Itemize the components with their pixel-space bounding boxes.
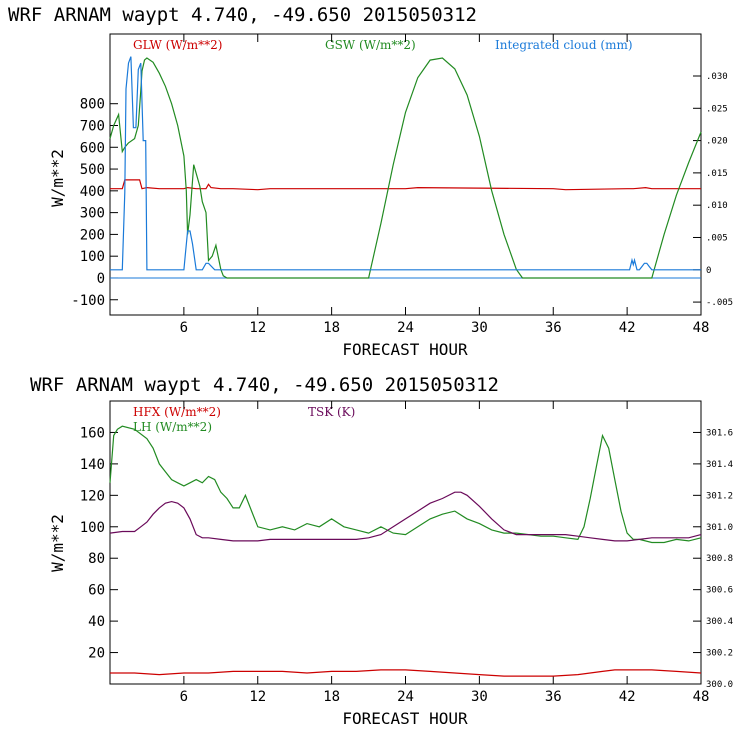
bottom-y2-tick-label: 300.8 — [706, 554, 733, 564]
bottom-y-tick-label: 160 — [80, 425, 105, 441]
bottom-y-tick-label: 100 — [80, 520, 105, 536]
top-y2-tick-label: .020 — [706, 137, 728, 147]
bottom-y2-tick-label: 301.0 — [706, 523, 733, 533]
bottom-x-tick-label: 12 — [249, 689, 266, 705]
top-x-tick-label: 36 — [545, 320, 562, 336]
top-x-tick-label: 6 — [180, 320, 188, 336]
top-y-tick-label: 400 — [80, 184, 105, 200]
bottom-legend-lh: LH (W/m**2) — [133, 420, 212, 434]
bottom-y2-tick-label: 301.4 — [706, 460, 733, 470]
bottom-x-tick-label: 30 — [471, 689, 488, 705]
top-y-tick-label: 0 — [97, 271, 105, 287]
top-y-axis-label: W/m**2 — [48, 149, 67, 207]
top-y-tick-label: 100 — [80, 249, 105, 265]
top-y2-tick-label: 0 — [706, 266, 711, 276]
bottom-y2-tick-label: 300.4 — [706, 617, 733, 627]
bottom-y2-tick-label: 300.0 — [706, 680, 733, 690]
top-series-gsw-line — [109, 57, 702, 279]
top-y-tick-label: 700 — [80, 118, 105, 134]
bottom-y2-tick-label: 300.2 — [706, 649, 733, 659]
top-series-glw-line — [110, 179, 701, 191]
top-y2-tick-label: .030 — [706, 72, 728, 82]
top-y-tick-label: -100 — [71, 293, 105, 309]
top-series-integrated-line — [110, 56, 701, 271]
bottom-y-tick-label: 80 — [88, 551, 105, 567]
top-legend-cloud: Integrated cloud (mm) — [495, 38, 633, 52]
bottom-x-tick-label: 24 — [397, 689, 414, 705]
bottom-y2-tick-label: 301.6 — [706, 428, 733, 438]
bottom-y2-tick-label: 300.6 — [706, 586, 733, 596]
top-y2-tick-label: -.005 — [706, 298, 733, 308]
top-plot-frame — [109, 33, 702, 316]
bottom-x-tick-label: 36 — [545, 689, 562, 705]
bottom-plot-frame — [109, 400, 702, 685]
top-legend-gsw: GSW (W/m**2) — [325, 38, 416, 52]
top-x-tick-label: 30 — [471, 320, 488, 336]
bottom-x-tick-label: 18 — [323, 689, 340, 705]
top-y-tick-label: 800 — [80, 97, 105, 113]
top-y2-tick-label: .010 — [706, 201, 728, 211]
bottom-y-tick-label: 40 — [88, 614, 105, 630]
bottom-y-tick-label: 60 — [88, 583, 105, 599]
bottom-legend-hfx: HFX (W/m**2) — [133, 405, 221, 419]
bottom-y-tick-label: 20 — [88, 646, 105, 662]
top-y2-tick-label: .015 — [706, 169, 728, 179]
top-x-tick-label: 12 — [249, 320, 266, 336]
top-x-tick-label: 18 — [323, 320, 340, 336]
bottom-y2-tick-label: 301.2 — [706, 491, 733, 501]
top-legend-glw: GLW (W/m**2) — [133, 38, 222, 52]
bottom-series-tsk-line — [109, 491, 702, 542]
top-plot-area: 6 12 18 24 30 36 42 48 -100 0 100 200 300 400 500 600 70… — [71, 34, 733, 336]
bottom-x-tick-label: 42 — [619, 689, 636, 705]
top-y2-tick-label: .025 — [706, 104, 728, 114]
top-y2-tick-label: .005 — [706, 233, 728, 243]
top-y-tick-label: 600 — [80, 140, 105, 156]
bottom-chart-title: WRF ARNAM waypt 4.740, -49.650 201505031… — [30, 374, 499, 396]
top-y-tick-label: 300 — [80, 206, 105, 222]
bottom-series-hfx-line — [110, 669, 702, 677]
bottom-series-lh-line — [109, 425, 702, 544]
top-x-tick-label: 48 — [693, 320, 710, 336]
bottom-y-axis-label: W/m**2 — [48, 514, 67, 572]
bottom-y-tick-label: 120 — [80, 488, 105, 504]
top-y-tick-label: 200 — [80, 227, 105, 243]
top-x-axis-label: FORECAST HOUR — [342, 340, 468, 359]
bottom-x-tick-label: 48 — [693, 689, 710, 705]
bottom-legend-tsk: TSK (K) — [308, 405, 355, 419]
bottom-x-tick-label: 6 — [180, 689, 188, 705]
bottom-plot-area: 6 12 18 24 30 36 42 48 20 40 60 80 100 120 140 160 300.0… — [80, 401, 733, 705]
top-x-tick-label: 24 — [397, 320, 414, 336]
top-y-tick-label: 500 — [80, 162, 105, 178]
top-chart-title: WRF ARNAM waypt 4.740, -49.650 201505031… — [8, 4, 477, 26]
top-x-tick-label: 42 — [619, 320, 636, 336]
bottom-y-tick-label: 140 — [80, 457, 105, 473]
bottom-x-axis-label: FORECAST HOUR — [342, 709, 468, 728]
